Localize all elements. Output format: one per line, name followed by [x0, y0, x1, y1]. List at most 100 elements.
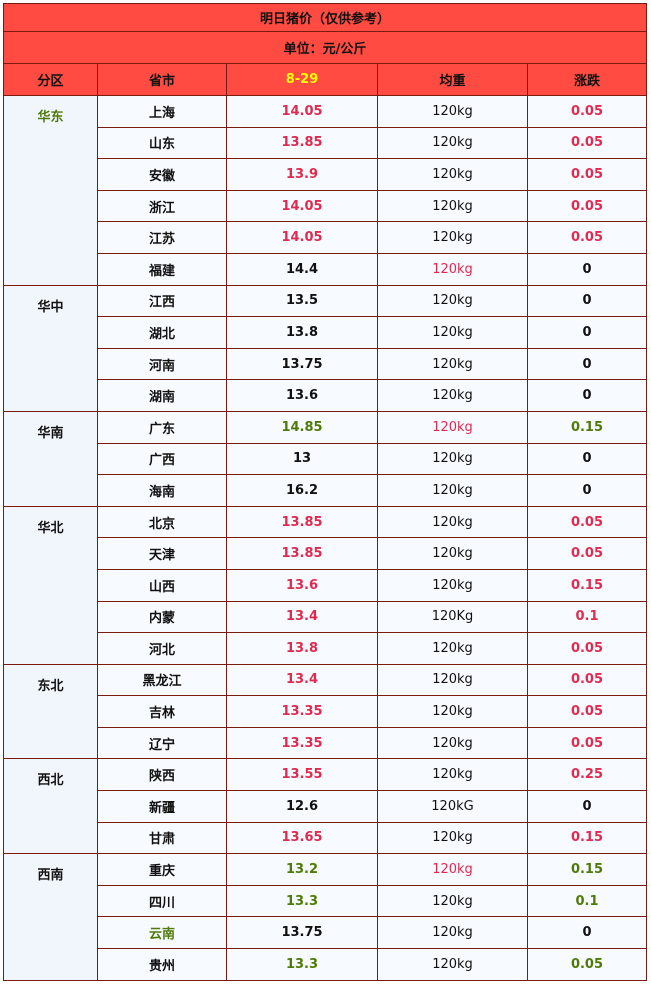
region-cell: 华南 — [3, 410, 98, 507]
province-cell: 湖南 — [97, 379, 227, 412]
weight-cell: 120kg — [377, 442, 528, 476]
price-cell: 13.75 — [226, 916, 378, 950]
price-cell: 13.55 — [226, 758, 378, 792]
change-cell: 0.05 — [527, 695, 647, 728]
change-cell: 0.05 — [527, 663, 647, 697]
weight-cell: 120kg — [377, 347, 528, 381]
table-row: 华东 上海 14.05 120kg 0.05 — [3, 95, 647, 286]
province-cell: 贵州 — [97, 948, 227, 981]
change-cell: 0.05 — [527, 632, 647, 665]
change-cell: 0 — [527, 316, 647, 349]
weight-cell: 120kg — [377, 316, 528, 349]
table-row: 山东 13.85 120kg 0.05 — [4, 126, 647, 160]
price-cell: 13.8 — [226, 632, 378, 665]
change-cell: 0.05 — [527, 505, 647, 539]
price-cell: 13.85 — [226, 537, 378, 570]
table-row: 贵州 13.3 120kg 0.05 — [4, 948, 647, 981]
weight-cell: 120kg — [377, 284, 528, 318]
province-cell: 天津 — [97, 537, 227, 570]
province-cell: 四川 — [97, 884, 227, 918]
change-cell: 0.1 — [527, 600, 647, 634]
region-cell: 华北 — [3, 505, 98, 665]
price-cell: 13.5 — [226, 284, 378, 318]
change-cell: 0.05 — [527, 189, 647, 223]
table-row: 内蒙 13.4 120Kg 0.1 — [4, 600, 647, 634]
table-row: 华北 北京 13.85 120kg 0.05 — [3, 505, 647, 665]
province-cell: 海南 — [97, 474, 227, 507]
change-cell: 0.05 — [527, 95, 647, 128]
weight-cell: 120kg — [377, 474, 528, 507]
change-cell: 0 — [527, 347, 647, 381]
change-cell: 0 — [527, 442, 647, 476]
price-cell: 16.2 — [226, 474, 378, 507]
province-cell: 内蒙 — [97, 600, 227, 634]
pig-price-table: 明日猪价（仅供参考） 单位：元/公斤 分区 省市 8-29 均重 涨跌 华东 上海… — [3, 3, 647, 981]
price-cell: 13.75 — [226, 347, 378, 381]
table-row: 江苏 14.05 120kg 0.05 — [4, 221, 647, 254]
change-cell: 0 — [527, 379, 647, 412]
change-cell: 0.15 — [527, 853, 647, 886]
province-cell: 山东 — [97, 126, 227, 160]
table-row: 广西 13 120kg 0 — [4, 442, 647, 476]
change-cell: 0.05 — [527, 537, 647, 570]
table-row: 福建 14.4 120kg 0 — [4, 252, 647, 286]
province-cell: 山西 — [97, 568, 227, 602]
province-cell: 黑龙江 — [97, 663, 227, 697]
table-row: 四川 13.3 120kg 0.1 — [4, 884, 647, 918]
price-cell: 13.4 — [226, 663, 378, 697]
header-region: 分区 — [3, 63, 98, 96]
weight-cell: 120kg — [377, 568, 528, 602]
weight-cell: 120kg — [377, 726, 528, 760]
header-row: 分区 省市 8-29 均重 涨跌 — [3, 63, 647, 96]
region-cell: 华中 — [3, 284, 98, 412]
table-row: 西北 陕西 13.55 120kg 0.25 — [3, 758, 647, 855]
change-cell: 0 — [527, 790, 647, 823]
province-cell: 浙江 — [97, 189, 227, 223]
price-cell: 13.2 — [226, 853, 378, 886]
price-cell: 13.85 — [226, 126, 378, 160]
province-cell: 广西 — [97, 442, 227, 476]
weight-cell: 120kg — [377, 158, 528, 191]
price-cell: 14.05 — [226, 189, 378, 223]
table-row: 云南 13.75 120kg 0 — [4, 916, 647, 950]
unit-row: 单位：元/公斤 — [3, 31, 647, 64]
price-cell: 13.8 — [226, 316, 378, 349]
weight-cell: 120kg — [377, 948, 528, 981]
weight-cell: 120kg — [377, 379, 528, 412]
province-cell: 辽宁 — [97, 726, 227, 760]
province-cell: 云南 — [97, 916, 227, 950]
price-cell: 14.05 — [226, 95, 378, 128]
province-cell: 陕西 — [97, 758, 227, 792]
header-change: 涨跌 — [527, 63, 647, 96]
table-row: 湖北 13.8 120kg 0 — [4, 316, 647, 349]
price-cell: 13.6 — [226, 379, 378, 412]
header-weight: 均重 — [377, 63, 528, 96]
table-row: 新疆 12.6 120kG 0 — [4, 790, 647, 823]
table-row: 浙江 14.05 120kg 0.05 — [4, 189, 647, 223]
province-cell: 江西 — [97, 284, 227, 318]
price-cell: 13.3 — [226, 948, 378, 981]
province-cell: 湖北 — [97, 316, 227, 349]
table-row: 山西 13.6 120kg 0.15 — [4, 568, 647, 602]
price-cell: 14.4 — [226, 252, 378, 286]
price-cell: 13.85 — [226, 505, 378, 539]
change-cell: 0.15 — [527, 821, 647, 855]
province-cell: 江苏 — [97, 221, 227, 254]
weight-cell: 120kg — [377, 916, 528, 950]
weight-cell: 120kg — [377, 663, 528, 697]
province-cell: 上海 — [97, 95, 227, 128]
price-cell: 13.6 — [226, 568, 378, 602]
table-row: 安徽 13.9 120kg 0.05 — [4, 158, 647, 191]
weight-cell: 120kg — [377, 695, 528, 728]
province-cell: 广东 — [97, 410, 227, 444]
change-cell: 0 — [527, 284, 647, 318]
table-row: 河南 13.75 120kg 0 — [4, 347, 647, 381]
price-cell: 14.85 — [226, 410, 378, 444]
table-row: 天津 13.85 120kg 0.05 — [4, 537, 647, 570]
header-date: 8-29 — [226, 63, 378, 96]
change-cell: 0.15 — [527, 568, 647, 602]
price-cell: 13 — [226, 442, 378, 476]
province-cell: 北京 — [97, 505, 227, 539]
change-cell: 0.05 — [527, 726, 647, 760]
table-row: 辽宁 13.35 120kg 0.05 — [4, 726, 647, 760]
